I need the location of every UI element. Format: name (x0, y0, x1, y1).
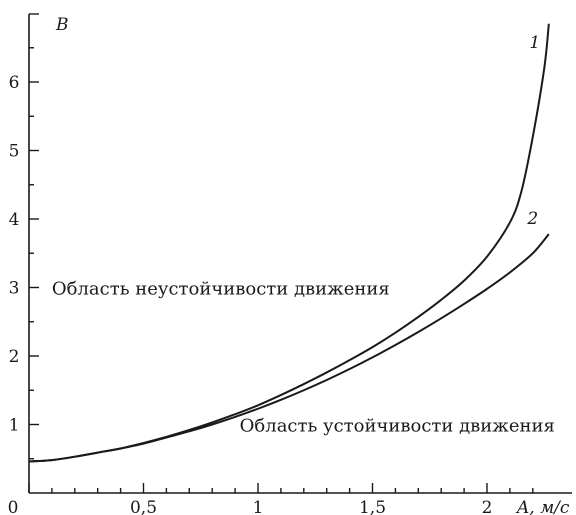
stability-region-label: Область устойчивости движения (240, 416, 555, 437)
y-tick-label: 6 (9, 73, 20, 93)
x-tick-label: 2 (482, 498, 493, 515)
instability-region-label: Область неустойчивости движения (52, 279, 390, 300)
x-tick-label: 1 (253, 498, 264, 515)
series-label-2: 2 (526, 209, 538, 229)
y-tick-label: 4 (9, 210, 20, 230)
x-axis-label: A, м/c (515, 498, 570, 515)
chart-ticks (28, 47, 534, 493)
x-tick-label: 0,5 (130, 498, 157, 515)
y-tick-label: 3 (9, 279, 20, 299)
y-tick-label: 5 (9, 142, 20, 162)
x-tick-label: 1,5 (359, 498, 386, 515)
y-axis-label: B (55, 15, 69, 35)
series-label-1: 1 (529, 33, 540, 53)
series-line-2 (28, 233, 550, 463)
chart-curves (28, 23, 550, 463)
x-tick-label: 0 (8, 498, 19, 515)
y-tick-label: 2 (9, 347, 20, 367)
chart-labels: 0 0,5 1 1,5 2 1 2 3 4 5 6 B A, м/c 1 2 Область неустойч… (8, 15, 570, 515)
y-tick-label: 1 (9, 416, 20, 436)
